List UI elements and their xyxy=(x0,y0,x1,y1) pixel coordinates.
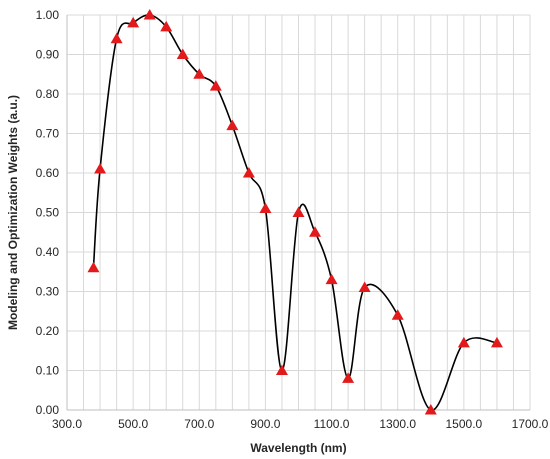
x-tick-label: 500.0 xyxy=(118,417,148,431)
data-point-marker xyxy=(176,48,189,59)
y-tick-label: 0.30 xyxy=(36,285,60,299)
series-line xyxy=(92,14,498,411)
y-tick-label: 1.00 xyxy=(36,8,60,22)
data-point-marker xyxy=(391,309,404,320)
data-point-marker xyxy=(457,336,470,348)
y-tick-label: 0.60 xyxy=(36,166,60,180)
data-markers xyxy=(87,9,503,415)
data-point-marker xyxy=(242,167,255,178)
data-point-marker xyxy=(94,163,107,174)
y-tick-label: 0.70 xyxy=(36,127,60,141)
data-point-marker xyxy=(160,20,173,32)
axes xyxy=(66,15,530,411)
y-tick-label: 0.90 xyxy=(36,48,60,62)
series-curve xyxy=(92,14,498,411)
data-point-marker xyxy=(309,226,322,237)
data-point-marker xyxy=(325,273,338,285)
x-tick-label: 300.0 xyxy=(52,417,82,431)
data-point-marker xyxy=(490,336,503,348)
x-tick-label: 700.0 xyxy=(184,417,214,431)
y-tick-labels: 0.00 0.10 0.20 0.30 0.40 0.50 0.60 0.70 0.80 0.90… xyxy=(36,8,60,417)
x-tick-labels: 300.0 500.0 700.0 900.0 1100.0 1300.0 1500.0 17… xyxy=(52,417,549,431)
y-tick-label: 0.10 xyxy=(36,364,60,378)
data-point-marker xyxy=(342,372,355,383)
data-point-marker xyxy=(358,281,371,293)
y-tick-label: 0.80 xyxy=(36,87,60,101)
data-point-marker xyxy=(209,80,222,91)
y-axis-title: Modeling and Optimization Weights (a.u.) xyxy=(6,95,20,330)
y-tick-label: 0.50 xyxy=(36,206,60,220)
data-point-marker xyxy=(424,404,437,415)
x-tick-label: 1300.0 xyxy=(379,417,416,431)
x-axis-title: Wavelength (nm) xyxy=(250,441,346,455)
data-point-marker xyxy=(193,68,206,79)
data-point-marker xyxy=(143,9,156,20)
data-point-marker xyxy=(292,206,305,217)
x-tick-label: 900.0 xyxy=(250,417,280,431)
data-point-marker xyxy=(226,119,239,131)
data-point-marker xyxy=(87,261,100,273)
data-point-marker xyxy=(127,16,140,28)
x-tick-label: 1700.0 xyxy=(512,417,549,431)
x-tick-label: 1500.0 xyxy=(446,417,483,431)
data-point-marker xyxy=(275,364,288,375)
data-point-marker xyxy=(110,32,123,44)
y-tick-label: 0.20 xyxy=(36,324,60,338)
y-tick-label: 0.40 xyxy=(36,245,60,259)
x-tick-label: 1100.0 xyxy=(314,417,350,431)
data-point-marker xyxy=(259,202,272,214)
y-tick-label: 0.00 xyxy=(36,403,60,417)
